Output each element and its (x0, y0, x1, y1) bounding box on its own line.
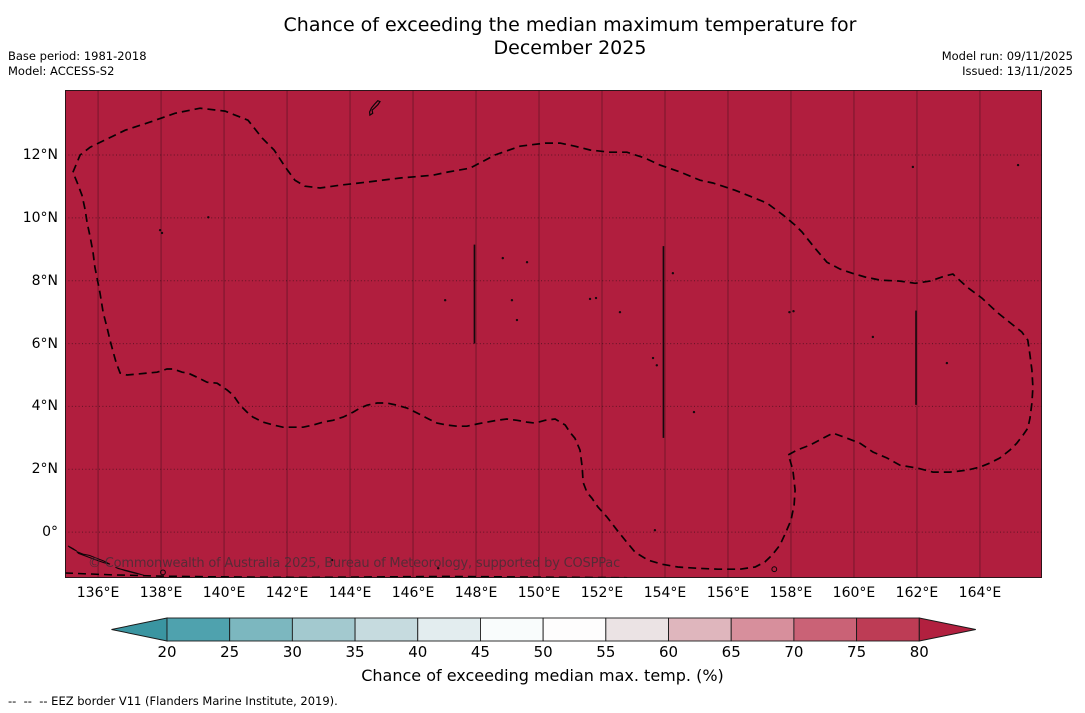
island-speck (437, 567, 440, 570)
island-speck (594, 296, 598, 300)
issued-label: Issued: 13/11/2025 (962, 64, 1073, 78)
base-period-label: Base period: 1981-2018 (8, 49, 147, 63)
colorbar-segment (229, 617, 293, 642)
x-tick-label: 140°E (202, 585, 246, 601)
colorbar-tick-label: 75 (847, 643, 867, 661)
probability-field (65, 90, 1042, 578)
colorbar-segment (166, 617, 231, 642)
island-speck (443, 299, 447, 302)
island-speck (618, 310, 622, 314)
island-speck (911, 165, 915, 169)
island-speck (330, 558, 334, 562)
colorbar-tick-label: 50 (533, 643, 553, 661)
model-run-label: Model run: 09/11/2025 (941, 49, 1073, 63)
y-tick-label: 10°N (22, 209, 58, 226)
atoll-ring (771, 566, 778, 573)
colorbar-tick-label: 65 (721, 643, 741, 661)
island-speck (945, 361, 949, 365)
island-speck (671, 271, 675, 275)
title-line-2: December 2025 (493, 37, 647, 59)
title-line-1: Chance of exceeding the median maximum t… (283, 14, 857, 36)
island-speck (1016, 163, 1020, 167)
run-metadata-right: Model run: 09/11/2025 Issued: 13/11/2025 (942, 49, 1073, 79)
colorbar-segment (668, 617, 732, 642)
y-tick-label: 8°N (31, 272, 58, 289)
model-label: Model: ACCESS-S2 (8, 64, 115, 78)
x-tick-label: 158°E (769, 585, 813, 601)
colorbar-segment (542, 617, 607, 642)
page-title: Chance of exceeding the median maximum t… (55, 14, 1085, 60)
colorbar-segment (480, 617, 544, 642)
island-speck (510, 299, 514, 302)
x-tick-label: 164°E (958, 585, 1002, 601)
y-tick-label: 4°N (31, 398, 58, 415)
colorbar-tick-label: 35 (345, 643, 365, 661)
x-tick-label: 148°E (454, 585, 498, 601)
colorbar-tick-label: 20 (157, 643, 177, 661)
colorbar-tick-label: 25 (220, 643, 240, 661)
island-speck (655, 364, 659, 367)
map-frame (65, 90, 1042, 578)
colorbar-tick-label: 70 (784, 643, 804, 661)
island-speck (871, 335, 875, 339)
y-tick-label: 6°N (31, 335, 58, 352)
x-tick-label: 152°E (580, 585, 624, 601)
colorbar-segment (417, 617, 481, 642)
island-speck (653, 529, 657, 532)
colorbar-segment (291, 617, 356, 642)
island-speck (588, 297, 592, 301)
probability-map-canvas (65, 90, 1042, 578)
coastline-outline (76, 551, 111, 565)
y-tick-label: 0° (42, 524, 58, 541)
island-speck (788, 310, 791, 314)
island-speck (207, 216, 210, 219)
x-tick-label: 150°E (517, 585, 561, 601)
island-speck (515, 318, 519, 322)
x-tick-label: 160°E (832, 585, 876, 601)
x-tick-label: 156°E (706, 585, 750, 601)
island-speck (525, 260, 529, 264)
x-tick-label: 162°E (895, 585, 939, 601)
island-speck (651, 356, 655, 360)
island-speck (158, 228, 162, 232)
colorbar-under-arrow (111, 617, 168, 642)
eez-border-outline (71, 107, 1034, 571)
colorbar-tick-label: 45 (470, 643, 490, 661)
colorbar-segment (793, 617, 858, 642)
guam-outline (368, 99, 381, 117)
map-plot-area: © Commonwealth of Australia 2025, Bureau… (65, 90, 1042, 578)
colorbar-segment (354, 617, 419, 642)
colorbar-tick-label: 40 (408, 643, 428, 661)
colorbar-over-arrow (918, 617, 976, 642)
colorbar-tick-label: 30 (282, 643, 302, 661)
colorbar (111, 617, 976, 642)
eez-border-footnote: -- -- -- EEZ border V11 (Flanders Marine… (8, 694, 338, 708)
x-tick-label: 154°E (643, 585, 687, 601)
island-speck (160, 231, 164, 235)
island-speck (692, 410, 696, 414)
colorbar-segment (605, 617, 669, 642)
colorbar-tick-label: 80 (909, 643, 929, 661)
colorbar-label: Chance of exceeding median max. temp. (%… (361, 666, 724, 685)
x-tick-label: 142°E (265, 585, 309, 601)
copyright-watermark: © Commonwealth of Australia 2025, Bureau… (88, 556, 621, 571)
colorbar-segment (856, 617, 920, 642)
island-speck (792, 310, 795, 313)
x-tick-label: 146°E (391, 585, 435, 601)
colorbar-tick-label: 55 (596, 643, 616, 661)
island-speck (501, 256, 504, 260)
coastline-outline (115, 566, 144, 576)
y-tick-label: 2°N (31, 461, 58, 478)
coastline-outline (67, 545, 77, 552)
colorbar-segment (730, 617, 795, 642)
x-tick-label: 138°E (139, 585, 183, 601)
y-tick-label: 12°N (22, 147, 58, 164)
atoll-ring (160, 569, 166, 576)
x-tick-label: 144°E (328, 585, 372, 601)
run-metadata-left: Base period: 1981-2018 Model: ACCESS-S2 (8, 49, 147, 79)
x-tick-label: 136°E (76, 585, 120, 601)
colorbar-tick-label: 60 (658, 643, 679, 661)
